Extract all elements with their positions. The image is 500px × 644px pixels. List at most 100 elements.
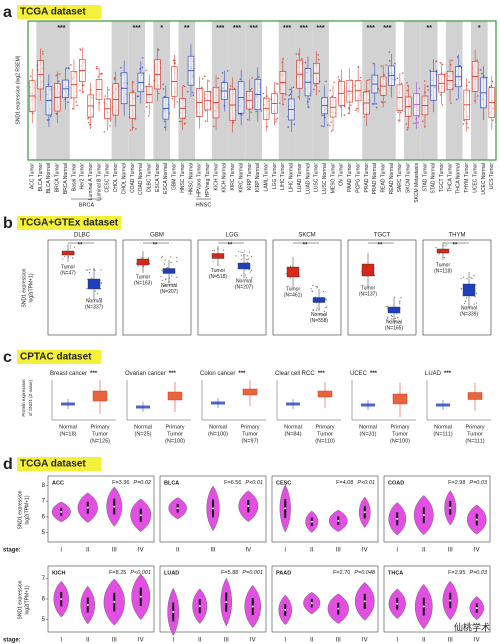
group-label: Primary [166, 424, 185, 430]
sample-dot [321, 114, 323, 117]
subplot-frame [422, 239, 492, 336]
sample-dot [347, 112, 350, 115]
y-axis-label: SND1 expression [17, 490, 23, 529]
sample-dot [100, 298, 102, 300]
sample-dot [174, 59, 176, 62]
median-dot [247, 505, 250, 508]
plot-frame [27, 20, 497, 161]
sample-dot [357, 66, 360, 69]
stage-tick-label: III [112, 548, 117, 554]
watermark: 仙桃学术 [454, 621, 490, 632]
median-dot [86, 604, 89, 607]
category-label: HPVneg Tumor [205, 163, 211, 198]
group-label: Tumor [136, 274, 151, 280]
sample-dot [246, 261, 249, 263]
sample-dot [372, 62, 375, 65]
sample-dot [82, 84, 85, 86]
group-label: Tumor [61, 264, 76, 270]
group-label: Primary [241, 424, 260, 430]
sample-dot [443, 257, 445, 259]
sample-dot [30, 75, 32, 77]
category-label: LUAD Normal [305, 163, 311, 194]
group-count: (N=118) [434, 268, 452, 274]
title-highlight [17, 350, 101, 364]
sample-dot [96, 293, 98, 295]
sample-dot [468, 81, 471, 84]
stage-tick-label: II [310, 548, 314, 554]
sample-dot [279, 102, 281, 105]
subplot-name: Breast cancer [50, 371, 87, 377]
stage-tick-label: IV [362, 548, 368, 554]
subplot-name: UCEC [350, 371, 368, 377]
sample-dot [320, 125, 323, 127]
sample-dot [491, 80, 494, 83]
p-value: P<0.01 [245, 480, 263, 486]
sample-dot [79, 89, 81, 92]
sample-dot [163, 120, 166, 123]
group-label: Normal [236, 278, 252, 284]
sample-dot [169, 284, 171, 286]
sample-dot [466, 278, 468, 280]
statistics: F=2.70 P=0.048 [333, 570, 376, 576]
pair-shading [312, 21, 329, 160]
sample-dot [300, 57, 303, 60]
sample-dot [417, 115, 420, 118]
subplot-title: CESC [276, 480, 291, 486]
tumor-box [361, 263, 375, 277]
significance: *** [300, 25, 308, 32]
group-label: Primary [316, 424, 335, 430]
sample-dot [221, 71, 224, 74]
statistics: F=2.95 P=0.03 [448, 570, 488, 576]
pair-shading [245, 21, 262, 160]
group-label: Tumor [436, 262, 451, 268]
sample-dot [76, 104, 78, 107]
sample-dot [323, 310, 325, 312]
median-dot [284, 608, 287, 611]
sample-dot [349, 104, 352, 107]
y-tick-label: 6 [42, 597, 46, 603]
sample-dot [72, 257, 74, 259]
tumor-box [92, 390, 108, 402]
significance: * [478, 25, 481, 32]
sample-dot [96, 68, 99, 70]
sample-dot [298, 275, 301, 277]
sample-dot [441, 104, 444, 106]
sample-dot [384, 101, 386, 103]
stage-tick-label: II [310, 638, 314, 644]
sample-dot [343, 105, 346, 108]
sample-dot [325, 80, 327, 83]
sample-dot [473, 274, 475, 277]
sample-dot [488, 85, 491, 88]
group-label: Tumor [361, 285, 376, 291]
group-label: Normal [284, 424, 302, 430]
category-label: LIHC Normal [289, 163, 295, 192]
sample-dot [289, 277, 291, 279]
significance: *** [57, 25, 65, 32]
sample-dot [164, 259, 166, 261]
sample-dot [274, 91, 277, 93]
stage-tick-label: I [172, 638, 174, 644]
stage-tick-label: II [86, 638, 90, 644]
sample-dot [460, 288, 462, 290]
sample-dot [88, 297, 90, 299]
sample-dot [444, 245, 446, 247]
median-dot [337, 519, 340, 522]
p-value: P<0.001 [130, 570, 151, 576]
sample-dot [165, 279, 167, 281]
sample-dot [171, 275, 173, 277]
sample-dot [310, 288, 312, 290]
sample-dot [388, 51, 391, 53]
sample-dot [275, 119, 277, 121]
sample-dot [162, 83, 164, 86]
category-label: BLCA Normal [46, 163, 52, 193]
category-label: UCEC Tumor [472, 163, 478, 193]
sample-dot [246, 259, 248, 261]
sample-dot [314, 84, 316, 87]
category-label: READ Normal [389, 163, 395, 194]
sample-dot [229, 85, 232, 87]
median-dot [337, 607, 340, 610]
sample-dot [162, 88, 165, 90]
subplot-name: Colon cancer [200, 371, 235, 377]
sample-dot [325, 306, 328, 308]
